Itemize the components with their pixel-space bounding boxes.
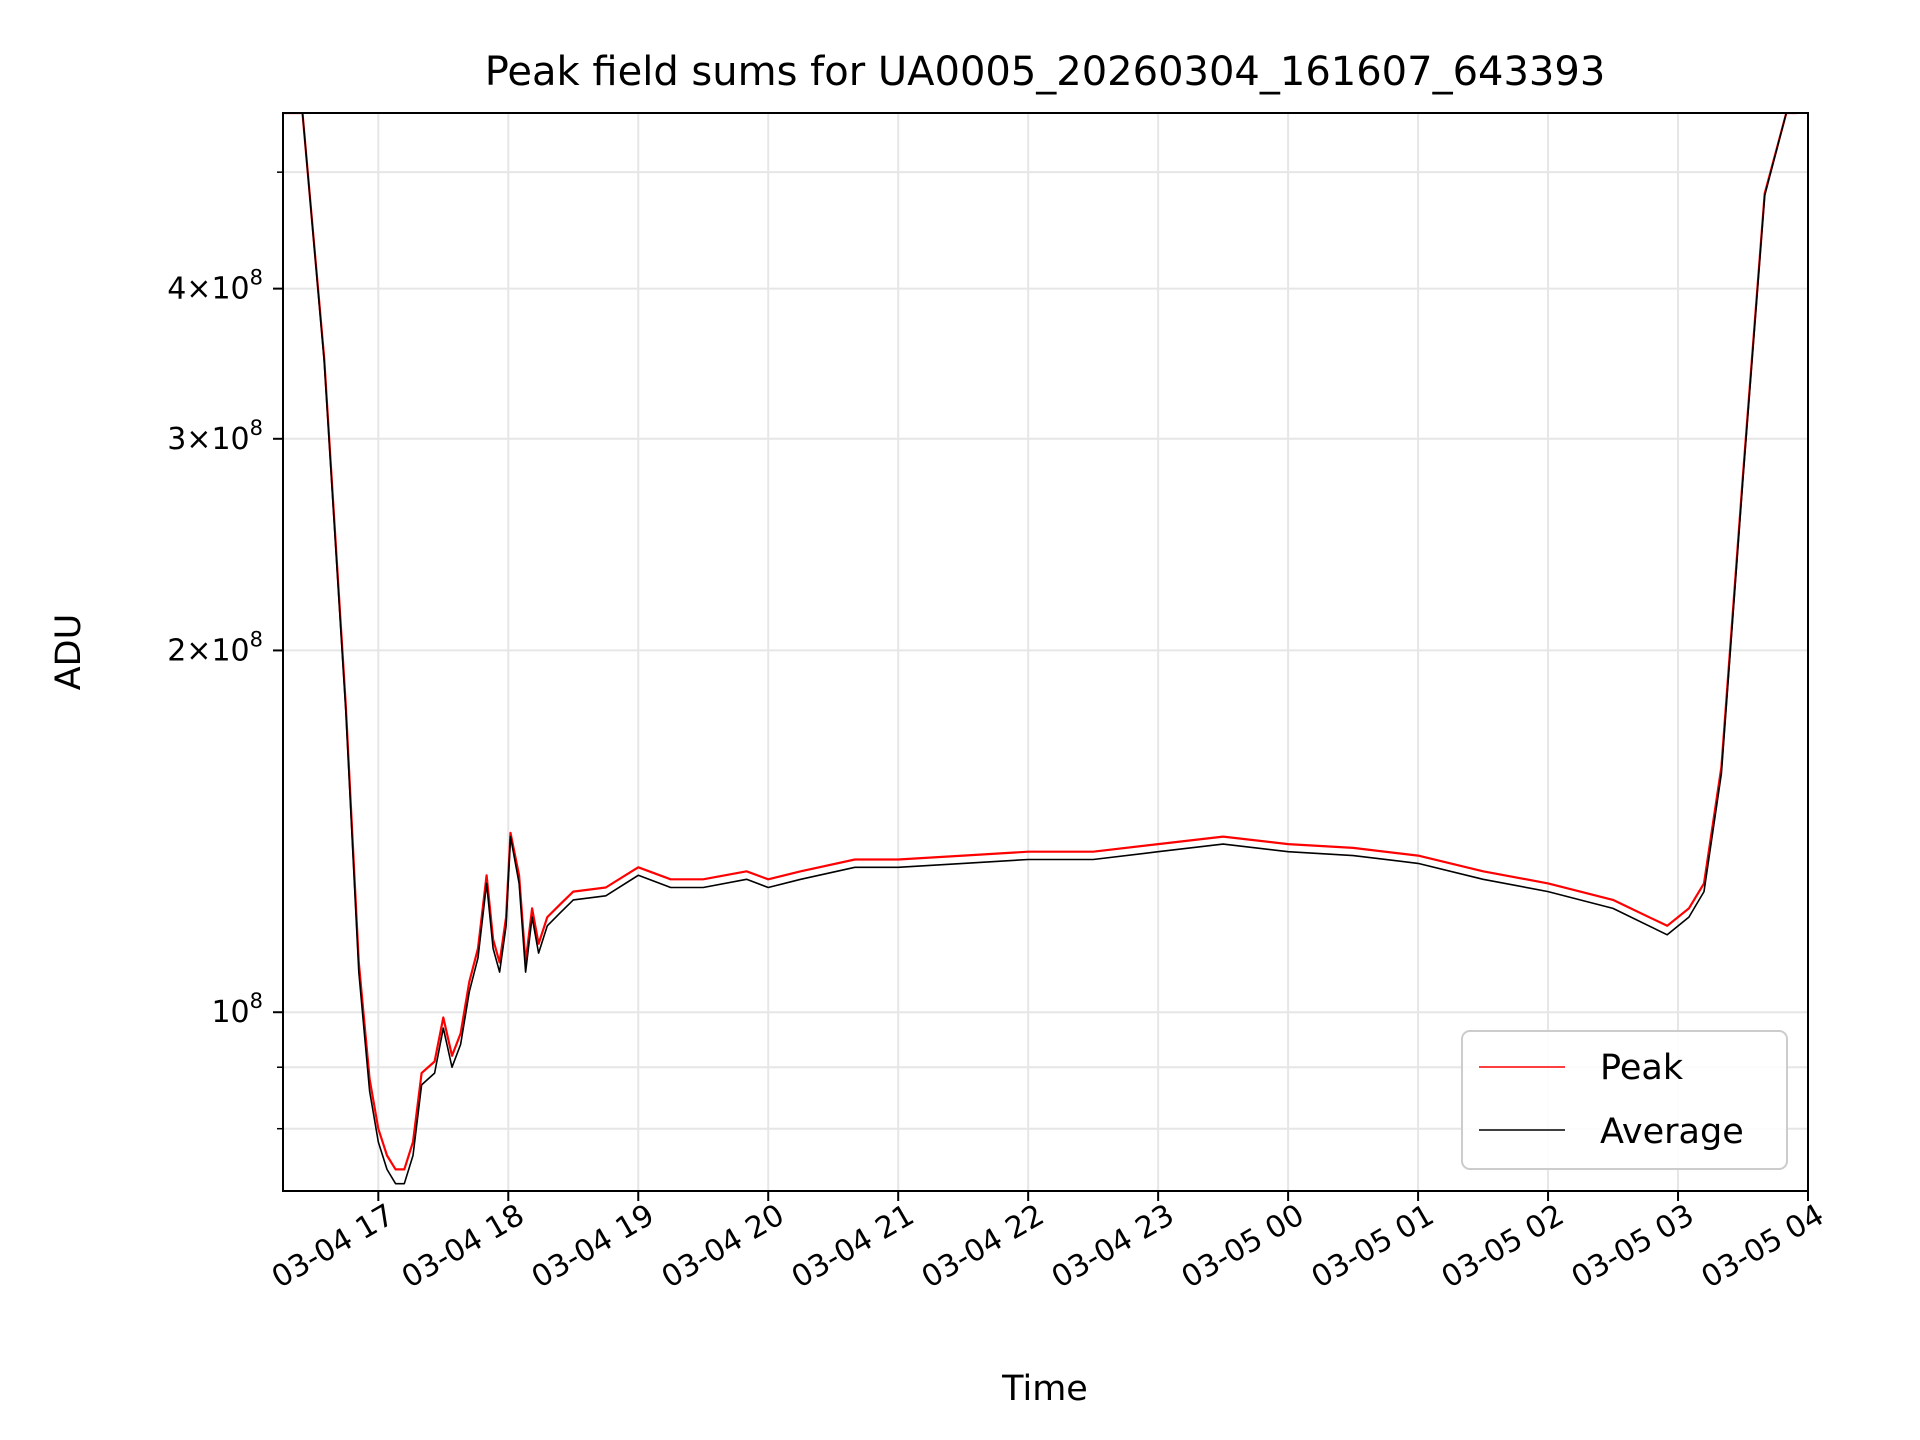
y-tick-label: 108 [211, 989, 263, 1030]
y-axis-title: ADU [49, 614, 89, 691]
legend-box [1461, 1030, 1788, 1170]
grid [283, 113, 1808, 1191]
y-tick-label: 3×108 [167, 416, 263, 457]
legend-label-average: Average [1600, 1112, 1744, 1152]
series-line-average [283, 113, 1798, 1185]
legend: Peak Average [1461, 1030, 1788, 1170]
series-layer [283, 113, 1798, 1185]
series-line-peak [283, 113, 1798, 1171]
y-tick-label: 4×108 [167, 266, 263, 307]
plot-frame [282, 112, 1809, 1192]
chart-title: Peak field sums for UA0005_20260304_1616… [485, 49, 1606, 95]
y-tick-label: 2×108 [167, 627, 263, 668]
x-axis-title: Time [1001, 1369, 1088, 1409]
legend-label-peak: Peak [1600, 1048, 1684, 1088]
